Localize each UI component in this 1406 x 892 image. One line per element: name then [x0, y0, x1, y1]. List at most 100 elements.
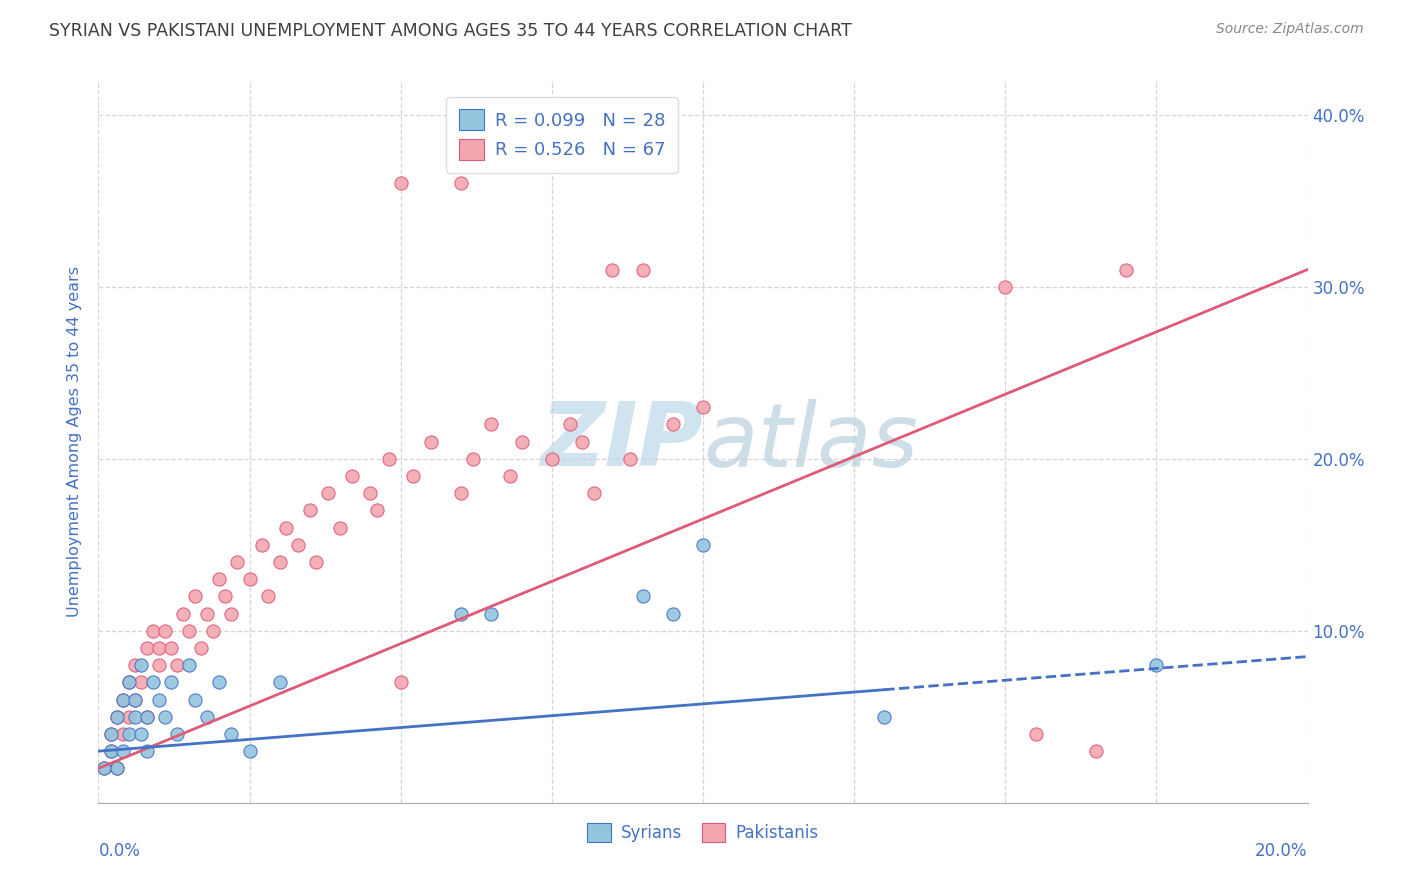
Point — [329, 520, 352, 534]
Point — [124, 692, 146, 706]
Point — [124, 710, 146, 724]
Point — [148, 640, 170, 655]
Point — [184, 692, 207, 706]
Point — [153, 710, 176, 724]
Point — [118, 675, 141, 690]
Point — [100, 744, 122, 758]
Point — [481, 417, 503, 432]
Point — [93, 761, 115, 775]
Point — [93, 761, 115, 775]
Point — [450, 607, 472, 621]
Point — [118, 675, 141, 690]
Point — [661, 607, 683, 621]
Point — [510, 434, 533, 449]
Point — [118, 710, 141, 724]
Point — [190, 640, 212, 655]
Text: 0.0%: 0.0% — [98, 842, 141, 860]
Text: SYRIAN VS PAKISTANI UNEMPLOYMENT AMONG AGES 35 TO 44 YEARS CORRELATION CHART: SYRIAN VS PAKISTANI UNEMPLOYMENT AMONG A… — [49, 22, 852, 40]
Point — [1115, 262, 1137, 277]
Text: atlas: atlas — [703, 399, 918, 484]
Point — [148, 658, 170, 673]
Point — [274, 520, 297, 534]
Point — [105, 710, 128, 724]
Point — [166, 727, 188, 741]
Point — [214, 590, 236, 604]
Point — [221, 607, 243, 621]
Point — [148, 692, 170, 706]
Point — [342, 469, 364, 483]
Point — [105, 761, 128, 775]
Point — [208, 675, 231, 690]
Point — [305, 555, 328, 569]
Point — [661, 417, 683, 432]
Point — [172, 607, 194, 621]
Point — [481, 607, 503, 621]
Point — [226, 555, 249, 569]
Point — [179, 624, 201, 638]
Text: Source: ZipAtlas.com: Source: ZipAtlas.com — [1216, 22, 1364, 37]
Point — [160, 675, 183, 690]
Text: ZIP: ZIP — [540, 398, 703, 485]
Point — [135, 710, 157, 724]
Point — [498, 469, 520, 483]
Point — [239, 744, 262, 758]
Point — [124, 692, 146, 706]
Point — [540, 451, 562, 466]
Point — [256, 590, 278, 604]
Point — [135, 640, 157, 655]
Point — [420, 434, 443, 449]
Point — [389, 675, 412, 690]
Point — [142, 624, 165, 638]
Point — [583, 486, 606, 500]
Point — [402, 469, 425, 483]
Point — [463, 451, 485, 466]
Point — [179, 658, 201, 673]
Point — [135, 744, 157, 758]
Point — [1144, 658, 1167, 673]
Point — [135, 710, 157, 724]
Point — [366, 503, 388, 517]
Point — [873, 710, 896, 724]
Point — [160, 640, 183, 655]
Point — [450, 177, 472, 191]
Point — [105, 761, 128, 775]
Point — [558, 417, 581, 432]
Point — [111, 692, 134, 706]
Point — [619, 451, 641, 466]
Point — [111, 727, 134, 741]
Point — [100, 744, 122, 758]
Point — [269, 555, 291, 569]
Point — [124, 658, 146, 673]
Point — [221, 727, 243, 741]
Text: 20.0%: 20.0% — [1256, 842, 1308, 860]
Point — [631, 262, 654, 277]
Point — [1024, 727, 1046, 741]
Point — [692, 538, 714, 552]
Point — [360, 486, 382, 500]
Point — [239, 572, 262, 586]
Point — [631, 590, 654, 604]
Point — [316, 486, 339, 500]
Point — [129, 727, 152, 741]
Y-axis label: Unemployment Among Ages 35 to 44 years: Unemployment Among Ages 35 to 44 years — [67, 266, 83, 617]
Point — [994, 279, 1017, 293]
Point — [142, 675, 165, 690]
Point — [692, 400, 714, 414]
Point — [299, 503, 322, 517]
Point — [389, 177, 412, 191]
Point — [129, 675, 152, 690]
Point — [118, 727, 141, 741]
Point — [1085, 744, 1108, 758]
Point — [287, 538, 309, 552]
Point — [269, 675, 291, 690]
Point — [202, 624, 225, 638]
Point — [129, 658, 152, 673]
Point — [111, 692, 134, 706]
Point — [602, 262, 624, 277]
Point — [195, 607, 218, 621]
Point — [208, 572, 231, 586]
Point — [166, 658, 188, 673]
Point — [153, 624, 176, 638]
Point — [195, 710, 218, 724]
Point — [571, 434, 593, 449]
